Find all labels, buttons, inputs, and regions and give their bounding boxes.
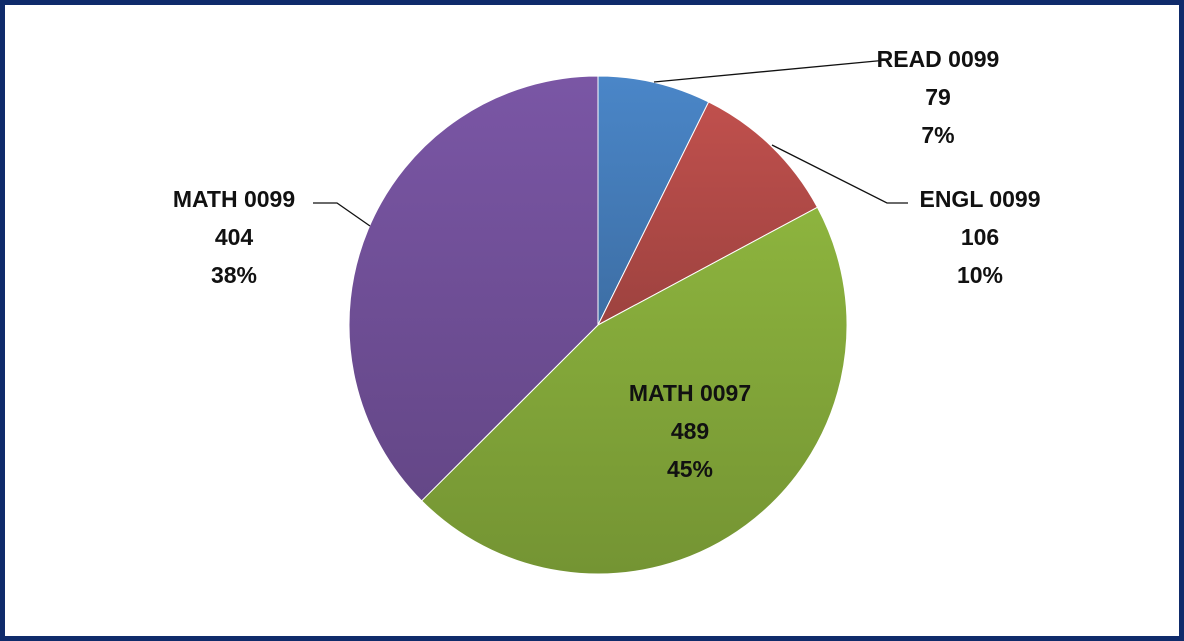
data-label-math-0097: MATH 0097 489 45%: [629, 380, 751, 482]
pie-slice-read-0099: [597, 75, 710, 326]
label-name: ENGL 0099: [919, 186, 1040, 212]
data-label-engl-0099: ENGL 0099 106 10%: [919, 186, 1040, 288]
label-percent: 45%: [667, 456, 713, 482]
label-percent: 38%: [211, 262, 257, 288]
label-value: 404: [215, 224, 254, 250]
label-name: MATH 0097: [629, 380, 751, 406]
leader-line-read-0099: [653, 59, 888, 83]
pie-slice-engl-0099: [596, 101, 819, 327]
label-value: 106: [961, 224, 999, 250]
pie-slice-math-0099: [348, 75, 599, 502]
label-value: 489: [671, 418, 709, 444]
data-label-math-0099: MATH 0099 404 38%: [173, 186, 295, 288]
pie-slice-math-0097: [420, 206, 848, 575]
label-name: MATH 0099: [173, 186, 295, 212]
label-value: 79: [925, 84, 951, 110]
leader-line-math-0099: [313, 202, 371, 227]
data-label-read-0099: READ 0099 79 7%: [877, 46, 1000, 148]
label-percent: 10%: [957, 262, 1003, 288]
label-name: READ 0099: [877, 46, 1000, 72]
label-percent: 7%: [921, 122, 954, 148]
leader-line-engl-0099: [771, 144, 908, 204]
